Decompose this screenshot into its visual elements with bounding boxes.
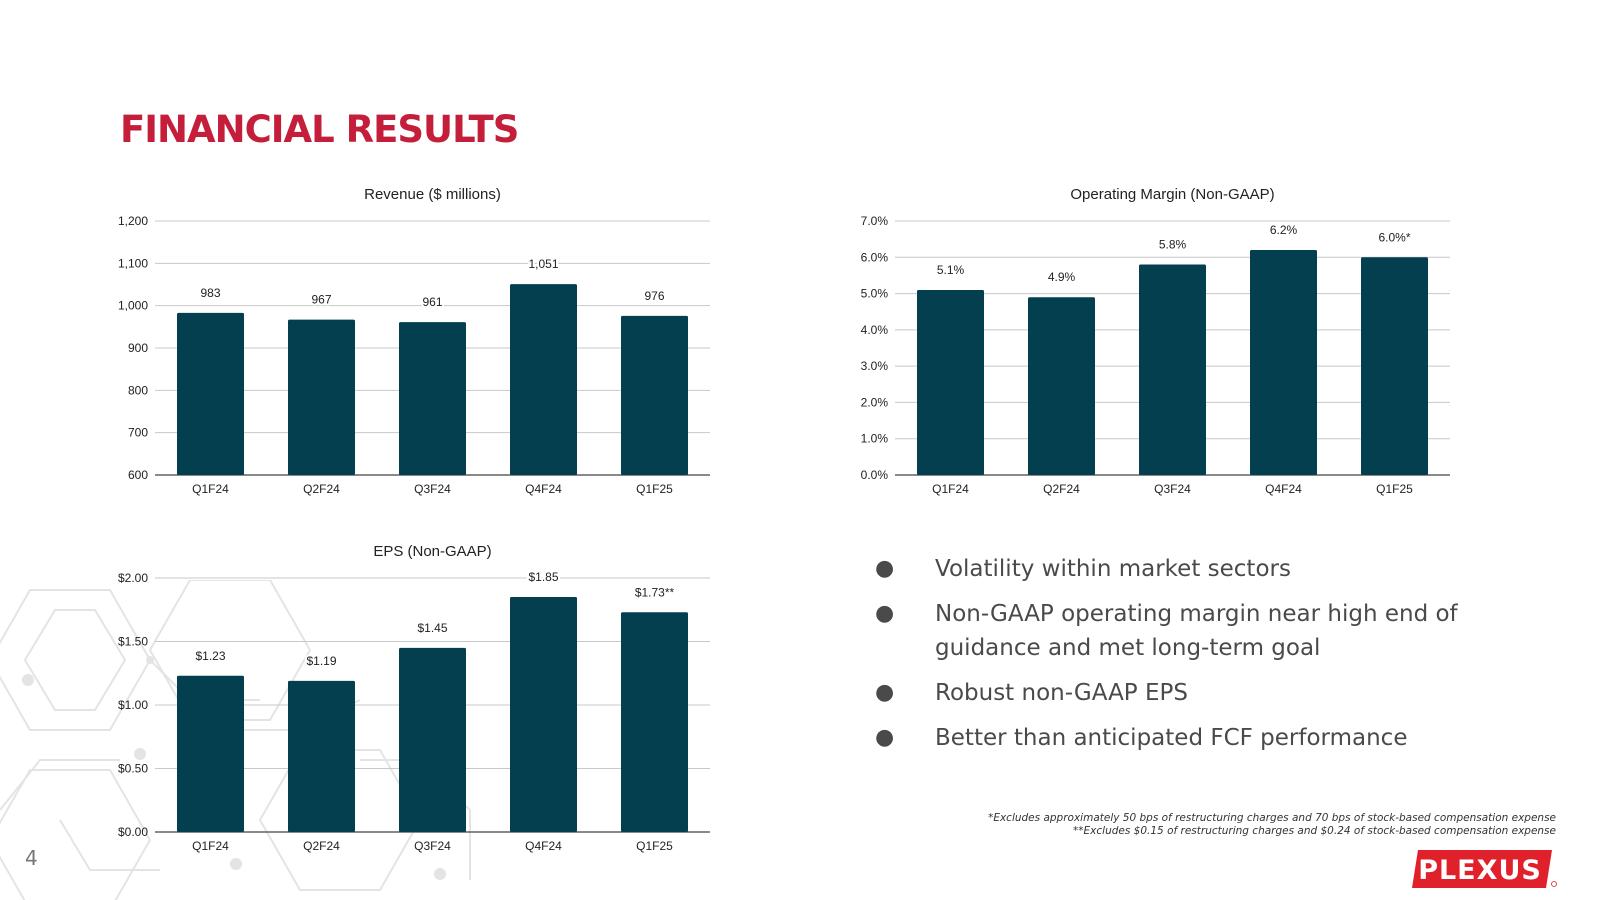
data-label: 5.8% <box>1159 238 1187 252</box>
x-tick-label: Q2F24 <box>303 482 340 496</box>
footnote-restructuring-margin: *Excludes approximately 50 bps of restru… <box>988 812 1556 824</box>
x-tick-label: Q1F25 <box>636 482 673 496</box>
data-label: 961 <box>422 295 442 309</box>
data-label: $1.45 <box>417 621 447 635</box>
page-number: 4 <box>25 846 38 870</box>
y-tick-label: 2.0% <box>861 395 889 409</box>
bullet-dot-icon: ● <box>875 680 895 705</box>
key-points-list: ● Volatility within market sectors ● Non-G… <box>875 552 1515 766</box>
bar <box>1028 297 1095 475</box>
bullet-dot-icon: ● <box>875 601 895 626</box>
x-tick-label: Q3F24 <box>1154 482 1191 496</box>
x-tick-label: Q4F24 <box>525 482 562 496</box>
chart-title: EPS (Non-GAAP) <box>373 543 491 560</box>
data-label: 976 <box>644 289 664 303</box>
y-tick-label: 4.0% <box>861 323 889 337</box>
logo-wordmark: PLEXUS <box>1418 855 1542 886</box>
chart-title: Revenue ($ millions) <box>364 186 501 203</box>
data-label: 4.9% <box>1048 270 1076 284</box>
bullet-text: Volatility within market sectors <box>935 556 1291 582</box>
y-tick-label: 3.0% <box>861 359 889 373</box>
y-tick-label: 7.0% <box>861 214 889 228</box>
data-label: $1.19 <box>306 654 336 668</box>
data-label: $1.73** <box>635 585 675 599</box>
bullet-text: Better than anticipated FCF performance <box>935 725 1408 751</box>
x-tick-label: Q4F24 <box>525 839 562 853</box>
bar <box>288 319 355 475</box>
bar <box>1361 257 1428 475</box>
data-label: $1.23 <box>195 649 225 663</box>
chart-title: Operating Margin (Non-GAAP) <box>1070 186 1274 203</box>
x-tick-label: Q1F25 <box>636 839 673 853</box>
operating-margin-chart: Operating Margin (Non-GAAP) 0.0% 1.0% 2.0% 3… <box>861 186 1450 496</box>
page-title: FINANCIAL RESULTS <box>120 108 519 151</box>
bullet-item: ● Volatility within market sectors <box>875 552 1515 586</box>
revenue-chart: Revenue ($ millions) 600 700 800 900 1,000 1,1… <box>118 186 710 496</box>
bullet-item: ● Robust non-GAAP EPS <box>875 676 1515 710</box>
x-tick-label: Q1F25 <box>1376 482 1413 496</box>
footnotes: *Excludes approximately 50 bps of restru… <box>988 812 1556 838</box>
bar <box>1139 264 1206 475</box>
data-label: 983 <box>200 286 220 300</box>
y-tick-label: 1.0% <box>861 432 889 446</box>
bar <box>1250 250 1317 475</box>
x-tick-label: Q1F24 <box>932 482 969 496</box>
x-tick-label: Q4F24 <box>1265 482 1302 496</box>
data-label: 6.0%* <box>1378 230 1410 244</box>
y-tick-label: $0.00 <box>118 825 148 839</box>
x-tick-label: Q1F24 <box>192 482 229 496</box>
y-tick-label: 700 <box>128 426 148 440</box>
bar <box>917 289 984 475</box>
bullet-item: ● Better than anticipated FCF performance <box>875 721 1515 755</box>
y-tick-label: 1,000 <box>118 299 148 313</box>
eps-chart: EPS (Non-GAAP) $0.00 $0.50 $1.00 $1.50 $2.00 $… <box>118 543 710 853</box>
y-tick-label: 600 <box>128 468 148 482</box>
data-label: 967 <box>311 293 331 307</box>
bar <box>510 284 577 475</box>
x-tick-label: Q2F24 <box>1043 482 1080 496</box>
bar <box>177 675 244 832</box>
y-tick-label: $1.00 <box>118 698 148 712</box>
bar <box>399 322 466 475</box>
y-tick-label: 6.0% <box>861 250 889 264</box>
data-label: $1.85 <box>528 570 558 584</box>
plexus-logo: PLEXUS <box>1412 850 1557 888</box>
bar <box>288 680 355 832</box>
y-tick-label: 900 <box>128 341 148 355</box>
data-label: 5.1% <box>937 263 965 277</box>
bullet-dot-icon: ● <box>875 556 895 581</box>
bar <box>510 597 577 832</box>
bullet-text: Robust non-GAAP EPS <box>935 680 1188 706</box>
y-tick-label: $1.50 <box>118 635 148 649</box>
y-tick-label: $2.00 <box>118 571 148 585</box>
bullet-dot-icon: ● <box>875 725 895 750</box>
x-tick-label: Q1F24 <box>192 839 229 853</box>
bar <box>621 612 688 832</box>
y-tick-label: $0.50 <box>118 762 148 776</box>
bullet-item: ● Non-GAAP operating margin near high end… <box>875 597 1515 665</box>
bar <box>177 312 244 475</box>
data-label: 6.2% <box>1270 223 1298 237</box>
y-tick-label: 0.0% <box>861 468 889 482</box>
y-tick-label: 1,200 <box>118 214 148 228</box>
footnote-restructuring-eps: **Excludes $0.15 of restructuring charge… <box>1073 825 1556 837</box>
y-tick-label: 1,100 <box>118 256 148 270</box>
x-tick-label: Q3F24 <box>414 839 451 853</box>
bar <box>621 315 688 475</box>
data-label: 1,051 <box>528 257 558 271</box>
bullet-text: Non-GAAP operating margin near high end … <box>935 601 1458 661</box>
x-tick-label: Q3F24 <box>414 482 451 496</box>
bar <box>399 647 466 832</box>
x-tick-label: Q2F24 <box>303 839 340 853</box>
y-tick-label: 800 <box>128 383 148 397</box>
y-tick-label: 5.0% <box>861 287 889 301</box>
